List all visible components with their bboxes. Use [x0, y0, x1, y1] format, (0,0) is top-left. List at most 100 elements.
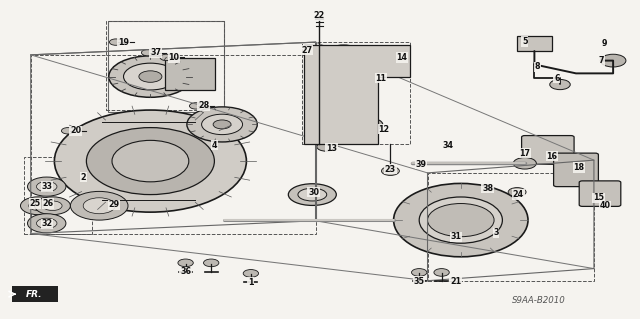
- Circle shape: [36, 182, 57, 192]
- Text: 35: 35: [413, 277, 425, 286]
- FancyBboxPatch shape: [12, 286, 58, 302]
- FancyBboxPatch shape: [517, 36, 552, 51]
- Ellipse shape: [112, 140, 189, 182]
- Circle shape: [428, 204, 494, 237]
- Circle shape: [189, 103, 202, 109]
- Ellipse shape: [328, 45, 359, 57]
- Text: 9: 9: [602, 39, 607, 48]
- Ellipse shape: [335, 48, 353, 55]
- Text: 7: 7: [599, 56, 604, 65]
- Text: 8: 8: [535, 63, 540, 71]
- Circle shape: [412, 269, 427, 276]
- Circle shape: [28, 177, 66, 196]
- Circle shape: [513, 158, 536, 169]
- Text: 27: 27: [301, 46, 313, 55]
- Text: 5: 5: [522, 37, 527, 46]
- Circle shape: [204, 259, 219, 267]
- Text: 16: 16: [546, 152, 557, 161]
- Text: 14: 14: [396, 53, 408, 62]
- Text: 34: 34: [442, 141, 454, 150]
- Circle shape: [124, 63, 177, 90]
- Ellipse shape: [54, 110, 246, 212]
- Bar: [31, 55, 316, 234]
- Circle shape: [83, 198, 115, 214]
- Text: 17: 17: [519, 149, 531, 158]
- Polygon shape: [304, 45, 410, 144]
- Text: 22: 22: [313, 11, 324, 20]
- Text: 33: 33: [41, 182, 52, 191]
- Circle shape: [20, 197, 56, 215]
- Text: 19: 19: [118, 38, 129, 47]
- Circle shape: [35, 197, 70, 215]
- Text: 36: 36: [180, 267, 191, 276]
- Text: 37: 37: [150, 48, 161, 57]
- Text: 24: 24: [513, 190, 524, 199]
- Circle shape: [202, 114, 243, 135]
- Circle shape: [213, 120, 231, 129]
- Text: 15: 15: [593, 193, 604, 202]
- Circle shape: [36, 218, 57, 228]
- Text: 31: 31: [450, 232, 461, 241]
- Text: 18: 18: [573, 163, 585, 172]
- Ellipse shape: [288, 184, 337, 205]
- Ellipse shape: [298, 188, 327, 201]
- Circle shape: [141, 49, 154, 56]
- Text: 23: 23: [385, 165, 396, 174]
- FancyBboxPatch shape: [165, 58, 215, 90]
- Circle shape: [187, 107, 257, 142]
- Text: 29: 29: [108, 200, 120, 209]
- Text: 3: 3: [493, 228, 499, 237]
- Circle shape: [600, 54, 626, 67]
- Ellipse shape: [364, 122, 376, 127]
- Ellipse shape: [357, 118, 383, 130]
- FancyBboxPatch shape: [579, 181, 621, 206]
- Bar: [106, 21, 224, 110]
- Circle shape: [243, 270, 259, 277]
- Text: 10: 10: [168, 53, 180, 62]
- Text: S9AA-B2010: S9AA-B2010: [512, 296, 566, 305]
- Text: 21: 21: [450, 277, 461, 286]
- Text: 26: 26: [42, 199, 54, 208]
- Ellipse shape: [317, 142, 336, 151]
- Text: 20: 20: [70, 126, 81, 135]
- Circle shape: [43, 201, 62, 211]
- Text: 28: 28: [198, 101, 209, 110]
- Circle shape: [550, 79, 570, 90]
- FancyBboxPatch shape: [522, 136, 574, 164]
- Ellipse shape: [86, 128, 214, 195]
- Ellipse shape: [385, 57, 399, 64]
- Bar: [302, 42, 410, 144]
- Text: FR.: FR.: [26, 290, 43, 299]
- Bar: [24, 157, 92, 234]
- Text: 25: 25: [29, 199, 41, 208]
- Circle shape: [109, 56, 192, 97]
- Bar: [428, 173, 594, 281]
- Ellipse shape: [419, 197, 502, 243]
- Circle shape: [381, 167, 399, 175]
- Circle shape: [508, 188, 526, 197]
- Text: 12: 12: [378, 125, 390, 134]
- Ellipse shape: [378, 54, 405, 67]
- Text: 30: 30: [308, 188, 319, 197]
- Circle shape: [29, 201, 48, 211]
- Bar: [108, 21, 224, 112]
- Circle shape: [178, 259, 193, 267]
- Circle shape: [160, 54, 173, 61]
- Circle shape: [139, 71, 162, 82]
- Text: 1: 1: [248, 278, 253, 287]
- Circle shape: [109, 39, 122, 45]
- Text: 6: 6: [554, 74, 559, 83]
- Circle shape: [434, 269, 449, 276]
- Text: 38: 38: [482, 184, 493, 193]
- Text: 13: 13: [326, 144, 337, 153]
- Circle shape: [61, 128, 74, 134]
- Text: 11: 11: [375, 74, 387, 83]
- Ellipse shape: [394, 183, 528, 257]
- FancyBboxPatch shape: [554, 153, 598, 187]
- Circle shape: [70, 191, 128, 220]
- Circle shape: [28, 214, 66, 233]
- Text: 4: 4: [212, 141, 217, 150]
- Text: 2: 2: [81, 173, 86, 182]
- Text: 32: 32: [41, 219, 52, 228]
- Text: 39: 39: [415, 160, 427, 169]
